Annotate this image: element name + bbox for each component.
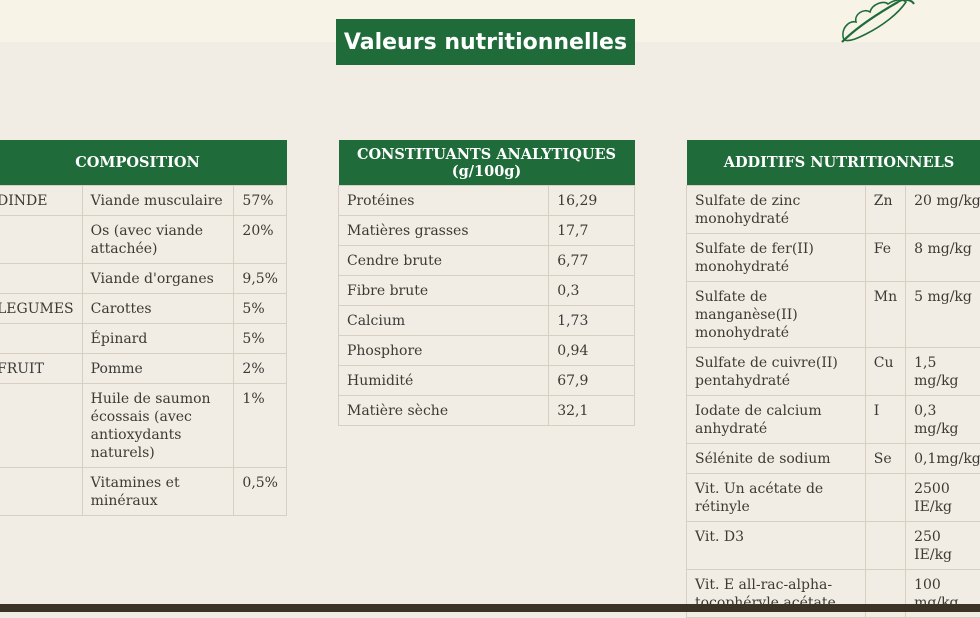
symbol-cell: Se [865, 444, 905, 474]
percentage-cell: 1% [234, 384, 287, 468]
ingredient-cell: Vitamines et minéraux [82, 468, 234, 516]
amount-cell: 5 mg/kg [906, 282, 980, 348]
amount-cell: 1,5 mg/kg [906, 348, 980, 396]
constituent-cell: Phosphore [339, 336, 549, 366]
ingredient-cell: Pomme [82, 354, 234, 384]
category-cell [0, 324, 82, 354]
additifs-header: ADDITIFS NUTRITIONNELS [687, 140, 980, 186]
symbol-cell: Mn [865, 282, 905, 348]
value-cell: 17,7 [549, 216, 635, 246]
percentage-cell: 0,5% [234, 468, 287, 516]
symbol-cell: Fe [865, 234, 905, 282]
additifs-table: ADDITIFS NUTRITIONNELS Sulfate de zinc m… [686, 140, 980, 618]
additive-cell: Vit. Un acétate de rétinyle [687, 474, 866, 522]
ingredient-cell: Épinard [82, 324, 234, 354]
additive-cell: Vit. D3 [687, 522, 866, 570]
constituent-cell: Fibre brute [339, 276, 549, 306]
category-cell [0, 384, 82, 468]
ingredient-cell: Carottes [82, 294, 234, 324]
percentage-cell: 5% [234, 324, 287, 354]
amount-cell: 20 mg/kg [906, 186, 980, 234]
symbol-cell [865, 474, 905, 522]
symbol-cell: Cu [865, 348, 905, 396]
leaf-icon [836, 0, 916, 46]
additive-cell: Iodate de calcium anhydraté [687, 396, 866, 444]
percentage-cell: 5% [234, 294, 287, 324]
percentage-cell: 2% [234, 354, 287, 384]
table-row: Vit. D3 250 IE/kg [687, 522, 980, 570]
constituent-cell: Calcium [339, 306, 549, 336]
category-cell: FRUIT [0, 354, 82, 384]
percentage-cell: 20% [234, 216, 287, 264]
ingredient-cell: Viande d'organes [82, 264, 234, 294]
value-cell: 32,1 [549, 396, 635, 426]
additive-cell: Sélénite de sodium [687, 444, 866, 474]
page-title: Valeurs nutritionnelles [338, 21, 633, 63]
category-cell [0, 468, 82, 516]
bottom-strip [0, 604, 980, 612]
value-cell: 67,9 [549, 366, 635, 396]
value-cell: 0,94 [549, 336, 635, 366]
value-cell: 1,73 [549, 306, 635, 336]
constituants-table: CONSTITUANTS ANALYTIQUES (g/100g) Protéi… [338, 140, 635, 426]
value-cell: 16,29 [549, 186, 635, 216]
ingredient-cell: Os (avec viande attachée) [82, 216, 234, 264]
ingredient-cell: Huile de saumon écossais (avec antioxyda… [82, 384, 234, 468]
constituent-cell: Matière sèche [339, 396, 549, 426]
constituent-cell: Humidité [339, 366, 549, 396]
symbol-cell [865, 522, 905, 570]
constituent-cell: Matières grasses [339, 216, 549, 246]
amount-cell: 0,3 mg/kg [906, 396, 980, 444]
ingredient-cell: Viande musculaire [82, 186, 234, 216]
percentage-cell: 57% [234, 186, 287, 216]
composition-header: COMPOSITION [0, 140, 287, 186]
amount-cell: 250 IE/kg [906, 522, 980, 570]
amount-cell: 2500 IE/kg [906, 474, 980, 522]
additive-cell: Sulfate de zinc monohydraté [687, 186, 866, 234]
category-cell: LEGUMES [0, 294, 82, 324]
symbol-cell: I [865, 396, 905, 444]
value-cell: 6,77 [549, 246, 635, 276]
amount-cell: 0,1mg/kg [906, 444, 980, 474]
table-row: Huile de saumon écossais (avec antioxyda… [0, 384, 287, 468]
category-cell [0, 216, 82, 264]
table-row: Vit. Un acétate de rétinyle 2500 IE/kg [687, 474, 980, 522]
value-cell: 0,3 [549, 276, 635, 306]
category-cell: DINDE [0, 186, 82, 216]
table-row: Os (avec viande attachée)20% [0, 216, 287, 264]
category-cell [0, 264, 82, 294]
amount-cell: 8 mg/kg [906, 234, 980, 282]
symbol-cell: Zn [865, 186, 905, 234]
constituants-header: CONSTITUANTS ANALYTIQUES (g/100g) [339, 140, 635, 186]
percentage-cell: 9,5% [234, 264, 287, 294]
additive-cell: Sulfate de manganèse(II) monohydraté [687, 282, 866, 348]
constituent-cell: Cendre brute [339, 246, 549, 276]
additive-cell: Sulfate de fer(II) monohydraté [687, 234, 866, 282]
constituent-cell: Protéines [339, 186, 549, 216]
additive-cell: Sulfate de cuivre(II) pentahydraté [687, 348, 866, 396]
